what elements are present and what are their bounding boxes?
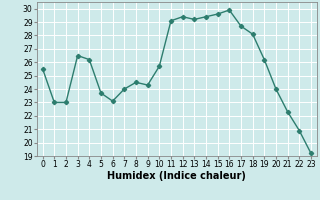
X-axis label: Humidex (Indice chaleur): Humidex (Indice chaleur)	[108, 171, 246, 181]
